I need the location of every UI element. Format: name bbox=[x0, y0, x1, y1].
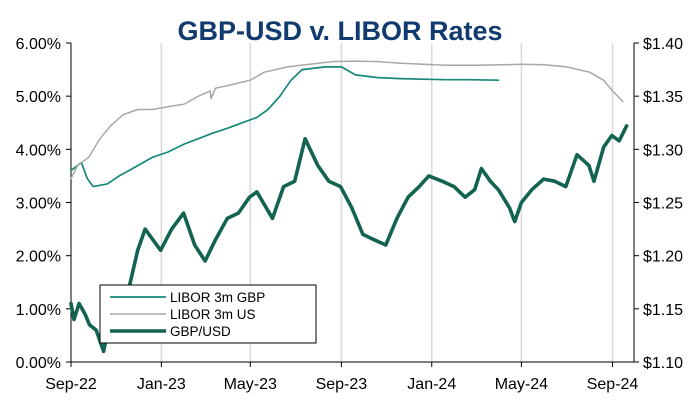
legend: LIBOR 3m GBP LIBOR 3m US GBP/USD bbox=[99, 284, 317, 344]
series-line-libor-3m-us bbox=[70, 60, 624, 180]
y-right-tick-label: $1.30 bbox=[643, 142, 683, 159]
x-tick-label: Sep-22 bbox=[45, 376, 97, 393]
legend-label: LIBOR 3m US bbox=[170, 307, 256, 322]
x-tick-label: May-23 bbox=[224, 376, 277, 393]
y-right-tick-label: $1.10 bbox=[643, 355, 683, 372]
x-tick-label: Jan-23 bbox=[137, 376, 186, 393]
legend-label: GBP/USD bbox=[170, 324, 231, 339]
x-tick-label: Jan-24 bbox=[407, 376, 456, 393]
chart-title: GBP-USD v. LIBOR Rates bbox=[177, 16, 502, 46]
tick-labels: 0.00% $1.10 1.00% $1.15 2.00% $1.20 3.00% $1.25… bbox=[16, 36, 684, 393]
x-tick-label: May-24 bbox=[495, 376, 548, 393]
y-right-tick-label: $1.15 bbox=[643, 302, 683, 319]
y-right-tick-label: $1.20 bbox=[643, 249, 683, 266]
y-left-tick-label: 0.00% bbox=[16, 355, 61, 372]
y-left-tick-label: 4.00% bbox=[16, 142, 61, 159]
legend-label: LIBOR 3m GBP bbox=[170, 290, 265, 305]
series-line-libor-3m-gbp bbox=[70, 66, 500, 188]
y-left-tick-label: 6.00% bbox=[16, 36, 61, 53]
x-tick-label: Sep-23 bbox=[316, 376, 368, 393]
y-left-tick-label: 3.00% bbox=[16, 196, 61, 213]
y-left-tick-label: 1.00% bbox=[16, 302, 61, 319]
y-right-tick-label: $1.25 bbox=[643, 196, 683, 213]
x-tick-label: Sep-24 bbox=[587, 376, 639, 393]
axes bbox=[66, 42, 639, 367]
y-left-tick-label: 2.00% bbox=[16, 249, 61, 266]
y-right-tick-label: $1.35 bbox=[643, 89, 683, 106]
y-left-tick-label: 5.00% bbox=[16, 89, 61, 106]
series-lines bbox=[69, 60, 629, 354]
y-right-tick-label: $1.40 bbox=[643, 36, 683, 53]
series-line-gbp-usd bbox=[69, 124, 629, 354]
